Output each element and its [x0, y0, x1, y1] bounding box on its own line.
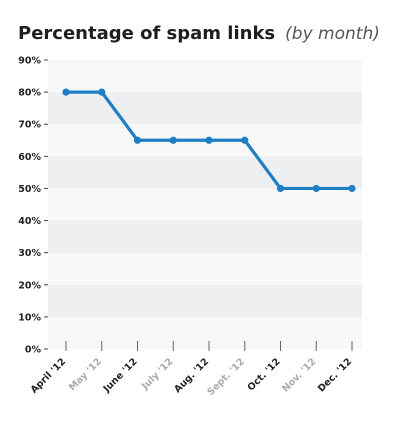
grid-band: [48, 92, 362, 125]
grid-band: [48, 284, 362, 317]
x-tick-label: June '12: [101, 356, 140, 395]
data-point: [276, 184, 285, 193]
grid-bands: [48, 60, 362, 349]
data-point: [241, 136, 249, 144]
data-point: [98, 88, 106, 96]
x-tick-label: Dec. '12: [316, 356, 354, 394]
x-tick-label: April '12: [29, 356, 68, 395]
y-tick-label: 40%: [18, 216, 41, 227]
x-tick-label: July '12: [139, 356, 175, 392]
data-point: [312, 184, 320, 193]
data-point: [169, 136, 177, 144]
data-point: [205, 136, 213, 144]
grid-band: [48, 316, 362, 349]
y-tick-label: 0%: [25, 345, 42, 356]
x-tick-label: Nov. '12: [280, 356, 318, 394]
y-tick-label: 60%: [18, 152, 41, 163]
series-layer: [62, 88, 356, 193]
y-axis: 0% 10% 20% 30% 40% 50% 60% 70% 80% 90%: [18, 56, 48, 356]
x-tick-label: May '12: [67, 356, 104, 393]
x-tick-label: Sept. '12: [205, 356, 246, 397]
y-tick-label: 30%: [18, 248, 41, 259]
grid-band: [48, 188, 362, 221]
y-tick-label: 90%: [18, 56, 41, 67]
grid-band: [48, 60, 362, 93]
y-tick-label: 80%: [18, 88, 41, 99]
x-tick-label: Oct. '12: [246, 356, 283, 393]
y-tick-label: 20%: [18, 280, 41, 291]
grid-band: [48, 156, 362, 189]
data-point: [348, 184, 356, 193]
data-point: [62, 88, 70, 96]
grid-band: [48, 220, 362, 253]
chart-title: Percentage of spam links (by month): [18, 23, 380, 44]
y-tick-label: 70%: [18, 120, 41, 131]
y-tick-label: 10%: [18, 312, 41, 323]
grid-band: [48, 252, 362, 285]
y-tick-label: 50%: [18, 184, 41, 195]
data-point: [133, 136, 142, 144]
